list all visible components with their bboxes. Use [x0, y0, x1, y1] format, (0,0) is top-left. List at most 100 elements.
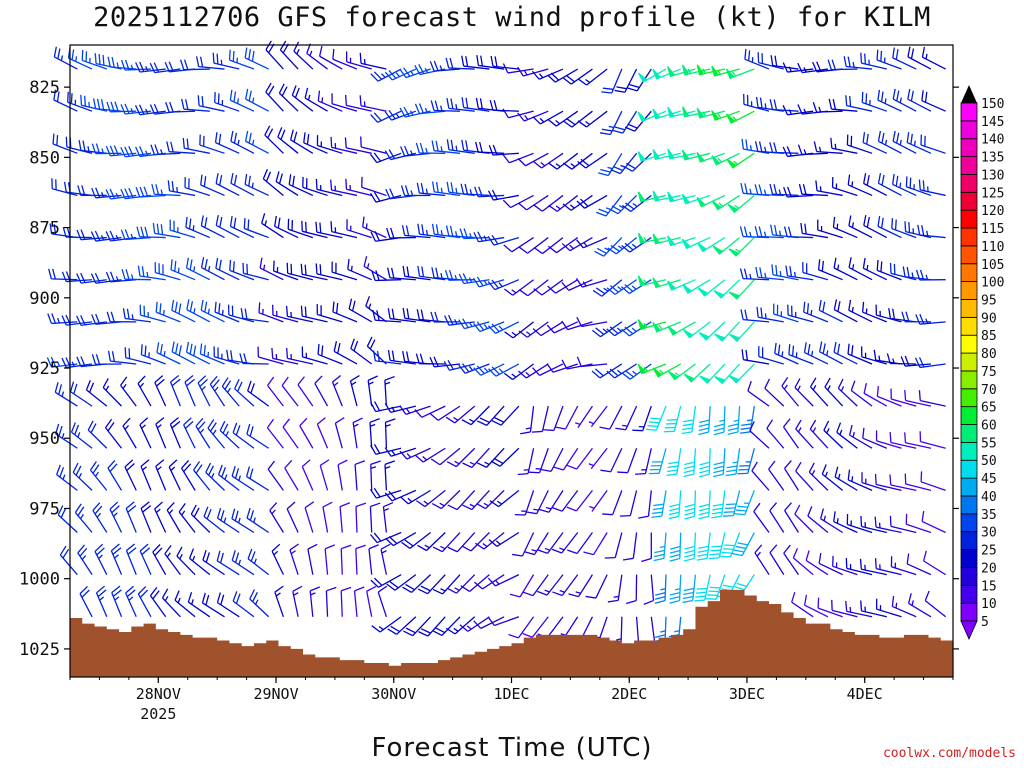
wind-barb [200, 299, 225, 323]
wind-barb [820, 508, 843, 534]
wind-barb [576, 194, 608, 209]
colorbar-segment [960, 209, 978, 229]
wind-barb [415, 142, 446, 154]
wind-barb [215, 257, 240, 281]
wind-barb [333, 341, 358, 365]
wind-barb [714, 363, 741, 385]
wind-barb [848, 215, 873, 239]
wind-barb [503, 363, 534, 381]
wind-barb [473, 363, 505, 376]
wind-barb [632, 405, 652, 432]
wind-barb [445, 616, 476, 635]
wind-barb [155, 417, 167, 449]
wind-barb [339, 502, 351, 533]
wind-barb [134, 104, 166, 116]
wind-barb [300, 263, 328, 281]
wind-barb [122, 417, 137, 449]
wind-barb [366, 585, 377, 617]
wind-barb [400, 489, 431, 505]
wind-barb [889, 432, 917, 449]
wind-barb [197, 375, 211, 407]
wind-barb [504, 321, 534, 339]
wind-barb [137, 265, 166, 281]
wind-barb [445, 57, 475, 70]
wind-barb [155, 301, 181, 323]
wind-barb [447, 532, 476, 553]
wind-barb [325, 586, 337, 617]
wind-barb [922, 550, 946, 576]
wind-barb [904, 473, 932, 492]
wind-barb [314, 375, 329, 407]
wind-barb [459, 616, 490, 632]
wind-barb [667, 148, 696, 160]
wind-barb [846, 514, 873, 534]
wind-barb [663, 405, 682, 433]
wind-barb [240, 308, 269, 323]
wind-barb [781, 377, 799, 407]
wind-barb [682, 279, 711, 294]
wind-barb [402, 574, 432, 593]
wind-barb [669, 574, 682, 604]
wind-barb [817, 219, 843, 239]
colorbar-segment [960, 245, 978, 265]
wind-barb [94, 543, 108, 575]
wind-barb [340, 544, 352, 575]
wind-barb [458, 273, 490, 285]
wind-barb [696, 107, 726, 119]
wind-barb [543, 405, 564, 432]
wind-barb [831, 599, 858, 618]
wind-barb [792, 548, 814, 576]
colorbar-segment [960, 263, 978, 283]
wind-barb [562, 68, 593, 85]
wind-barb [617, 448, 638, 474]
wind-barb [904, 390, 932, 407]
wind-barb [668, 490, 682, 520]
wind-barb [369, 418, 380, 449]
wind-barb [725, 448, 741, 477]
wind-barb [908, 593, 932, 618]
wind-barb [302, 176, 328, 197]
credit-link[interactable]: coolwx.com/models [882, 746, 1016, 761]
wind-barb [169, 417, 181, 449]
wind-barb [48, 268, 78, 281]
wind-barb [712, 237, 741, 255]
wind-barb [460, 183, 490, 197]
wind-barb [824, 377, 844, 407]
wind-barb [304, 87, 328, 112]
wind-barb [472, 321, 505, 333]
wind-barb [861, 472, 887, 491]
wind-barb [860, 52, 887, 70]
wind-barb [561, 237, 593, 252]
wind-barb [244, 174, 269, 197]
wind-barb [315, 178, 343, 197]
wind-barb [524, 532, 549, 556]
wind-barb [720, 532, 741, 558]
colorbar-tick-label: 95 [981, 293, 997, 308]
wind-barb [331, 261, 358, 281]
wind-barb [265, 82, 284, 112]
wind-barb [850, 380, 873, 407]
wind-barb [331, 374, 343, 407]
wind-barb [532, 321, 564, 337]
wind-barb [502, 194, 534, 209]
wind-barb [699, 448, 711, 478]
wind-barb [369, 487, 402, 499]
wind-barb [289, 543, 299, 575]
wind-barb [231, 465, 255, 491]
wind-barb [362, 216, 387, 239]
wind-barb [67, 47, 93, 70]
wind-barb [681, 64, 711, 76]
wind-barb [860, 346, 887, 365]
wind-barb [758, 346, 784, 365]
wind-barb [445, 405, 476, 424]
wind-barb [891, 595, 917, 618]
wind-barb [683, 532, 697, 562]
wind-barb [667, 191, 696, 203]
wind-barb [245, 88, 269, 112]
wind-barb [623, 152, 652, 172]
wind-barb [152, 222, 181, 239]
wind-barb [546, 363, 578, 373]
wind-barb [800, 222, 829, 239]
wind-barb [697, 279, 726, 297]
chart-title: 2025112706 GFS forecast wind profile (kt… [93, 2, 931, 33]
